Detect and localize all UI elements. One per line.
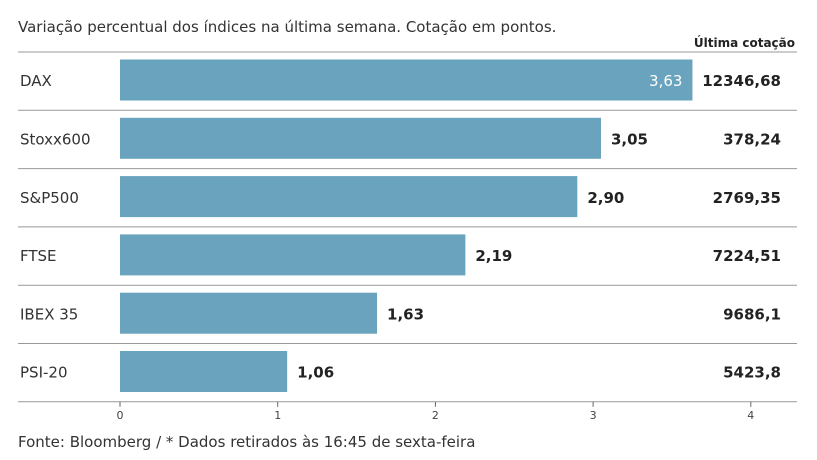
category-label: S&P500 — [20, 189, 79, 207]
category-label: IBEX 35 — [20, 305, 78, 323]
x-tick-label: 1 — [274, 409, 281, 422]
value-label: 3,05 — [611, 130, 648, 148]
quote-value: 378,24 — [723, 130, 781, 148]
bar — [120, 292, 378, 334]
value-label: 2,19 — [475, 247, 512, 265]
bar — [120, 59, 693, 101]
category-label: PSI-20 — [20, 364, 68, 382]
quote-value: 7224,51 — [713, 247, 781, 265]
bar — [120, 176, 578, 218]
quote-value: 5423,8 — [723, 364, 781, 382]
quote-value: 2769,35 — [713, 189, 781, 207]
value-label: 3,63 — [649, 72, 682, 90]
x-tick-label: 0 — [117, 409, 124, 422]
chart-subtitle: Variação percentual dos índices na últim… — [18, 18, 557, 36]
value-label: 1,63 — [387, 305, 424, 323]
value-label: 2,90 — [587, 189, 624, 207]
bar — [120, 117, 601, 159]
category-label: Stoxx600 — [20, 130, 91, 148]
category-label: FTSE — [20, 247, 57, 265]
category-label: DAX — [20, 72, 52, 90]
quote-value: 12346,68 — [702, 72, 781, 90]
chart-source: Fonte: Bloomberg / * Dados retirados às … — [18, 433, 476, 451]
value-label: 1,06 — [297, 364, 334, 382]
x-tick-label: 3 — [590, 409, 597, 422]
x-tick-label: 2 — [432, 409, 439, 422]
bar — [120, 234, 466, 276]
quote-column-header: Última cotação — [694, 35, 795, 50]
x-tick-label: 4 — [747, 409, 754, 422]
bar — [120, 351, 288, 392]
quote-value: 9686,1 — [723, 305, 781, 323]
